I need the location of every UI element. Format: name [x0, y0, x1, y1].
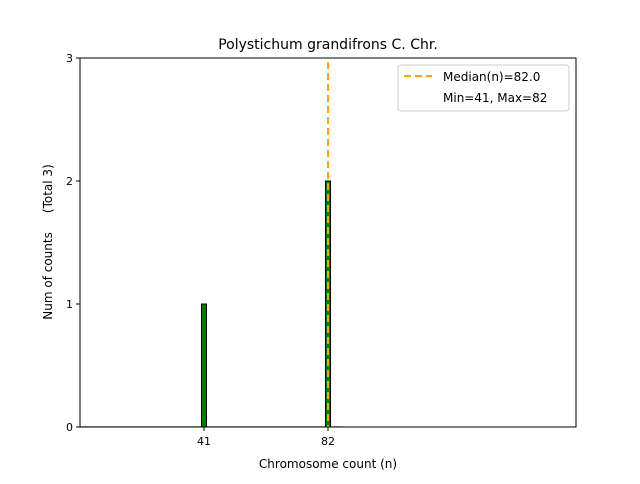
legend-minmax-label: Min=41, Max=82 — [443, 91, 547, 105]
legend-box — [397, 64, 570, 112]
y-tick-label: 1 — [66, 298, 73, 311]
x-tick-label: 82 — [321, 435, 335, 448]
x-tick-label: 41 — [197, 435, 211, 448]
chart-title: Polystichum grandifrons C. Chr. — [218, 37, 438, 53]
y-tick-label: 2 — [66, 175, 73, 188]
bar-41 — [201, 303, 207, 428]
x-axis-label: Chromosome count (n) — [259, 457, 397, 471]
y-tick-label: 0 — [66, 421, 73, 434]
legend-median-label: Median(n)=82.0 — [443, 70, 540, 84]
legend: Median(n)=82.0 Min=41, Max=82 — [397, 64, 570, 112]
y-axis-label: Num of counts (Total 3) — [41, 164, 55, 319]
y-tick-label: 3 — [66, 52, 73, 65]
